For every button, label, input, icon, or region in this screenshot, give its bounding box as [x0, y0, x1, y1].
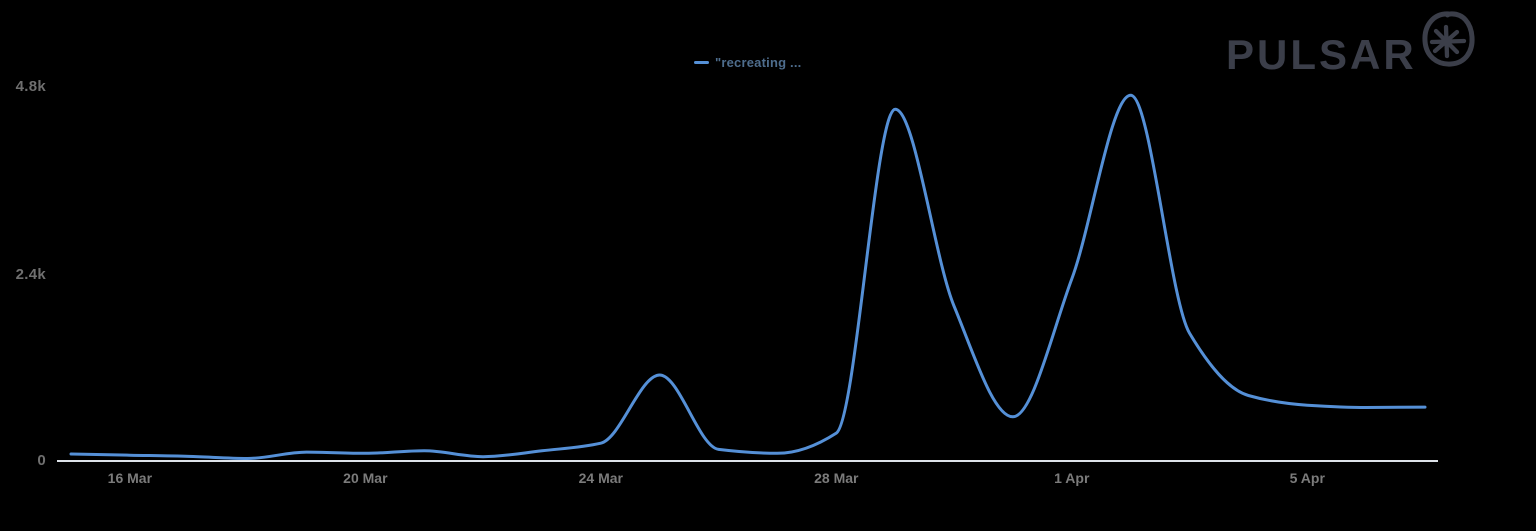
legend-item-series[interactable]: "recreating ... — [694, 55, 801, 70]
y-axis-tick-2400: 2.4k — [15, 266, 46, 283]
x-axis-tick-label: 24 Mar — [578, 470, 624, 486]
series-line[interactable] — [69, 93, 1427, 460]
x-axis-tick-label: 5 Apr — [1289, 470, 1325, 486]
y-axis-tick-0: 0 — [37, 452, 46, 469]
pulsar-logo-text: PULSAR — [1226, 31, 1417, 78]
x-axis-tick-label: 28 Mar — [814, 470, 859, 486]
pulsar-logo: PULSAR — [1226, 8, 1477, 76]
x-axis-tick-label: 20 Mar — [343, 470, 388, 486]
x-axis-tick-label: 16 Mar — [107, 470, 153, 486]
y-axis-tick-4800: 4.8k — [15, 78, 46, 95]
x-axis-tick-label: 1 Apr — [1054, 470, 1090, 486]
legend-line-swatch — [694, 61, 709, 64]
legend-series-label: "recreating ... — [715, 55, 802, 70]
starburst-icon — [1422, 11, 1475, 67]
